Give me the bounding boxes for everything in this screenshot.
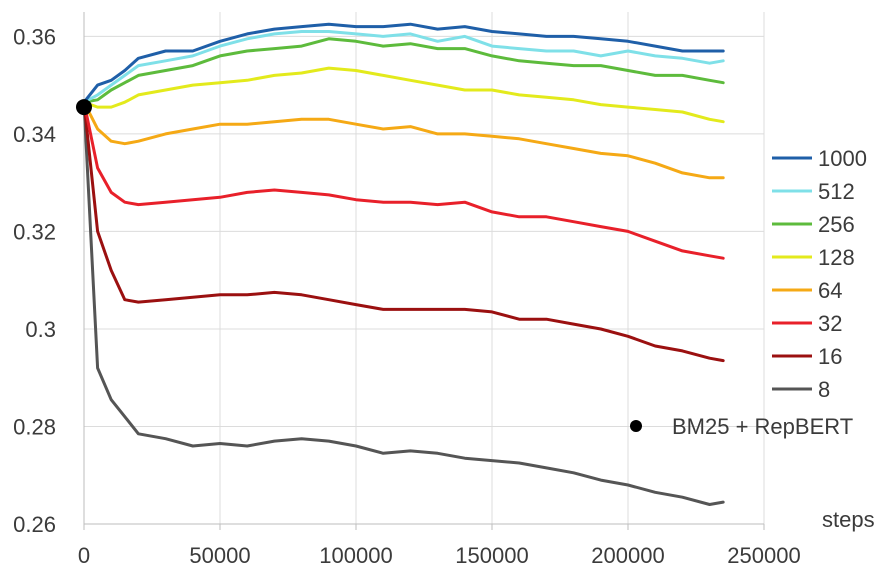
- grid: [83, 12, 765, 525]
- x-tick-label: 250000: [727, 543, 800, 568]
- x-tick-label: 100000: [319, 543, 392, 568]
- x-tick-label: 50000: [189, 543, 250, 568]
- series-line-32: [82, 100, 725, 260]
- series-line-8: [82, 100, 725, 506]
- x-tick-label: 150000: [455, 543, 528, 568]
- legend-label-512: 512: [818, 179, 855, 204]
- y-tick-label: 0.32: [13, 219, 56, 244]
- x-tick-label: 0: [78, 543, 90, 568]
- series-line-1000: [82, 22, 725, 104]
- series-line-256: [82, 37, 725, 104]
- axes: 0.26 0.28 0.3 0.32 0.34 0.36 0 50000 100000 15000…: [13, 12, 875, 568]
- series-line-64: [82, 100, 725, 180]
- points-group: [76, 99, 92, 116]
- series-line-16: [82, 100, 725, 363]
- legend: 1000 512 256 128 64 32 16 8 BM25 + RepBERT: [630, 146, 867, 439]
- legend-label-128: 128: [818, 245, 855, 270]
- legend-label-64: 64: [818, 278, 842, 303]
- series-group: [82, 22, 725, 506]
- y-tick-label: 0.28: [13, 414, 56, 439]
- legend-label-32: 32: [818, 311, 842, 336]
- legend-label-bm25-repbert: BM25 + RepBERT: [672, 414, 853, 439]
- y-tick-label: 0.36: [13, 24, 56, 49]
- legend-label-256: 256: [818, 212, 855, 237]
- legend-label-16: 16: [818, 344, 842, 369]
- series-line-128: [82, 66, 725, 124]
- legend-label-1000: 1000: [818, 146, 867, 171]
- y-tick-label: 0.26: [13, 512, 56, 537]
- x-tick-label: 200000: [591, 543, 664, 568]
- series-line-512: [82, 30, 725, 104]
- y-tick-label: 0.3: [25, 317, 56, 342]
- legend-label-8: 8: [818, 377, 830, 402]
- x-axis-label: steps: [822, 507, 875, 532]
- y-tick-label: 0.34: [13, 122, 56, 147]
- data-point-bm25-repbert: [76, 99, 92, 116]
- legend-marker-bm25-repbert: [630, 420, 642, 432]
